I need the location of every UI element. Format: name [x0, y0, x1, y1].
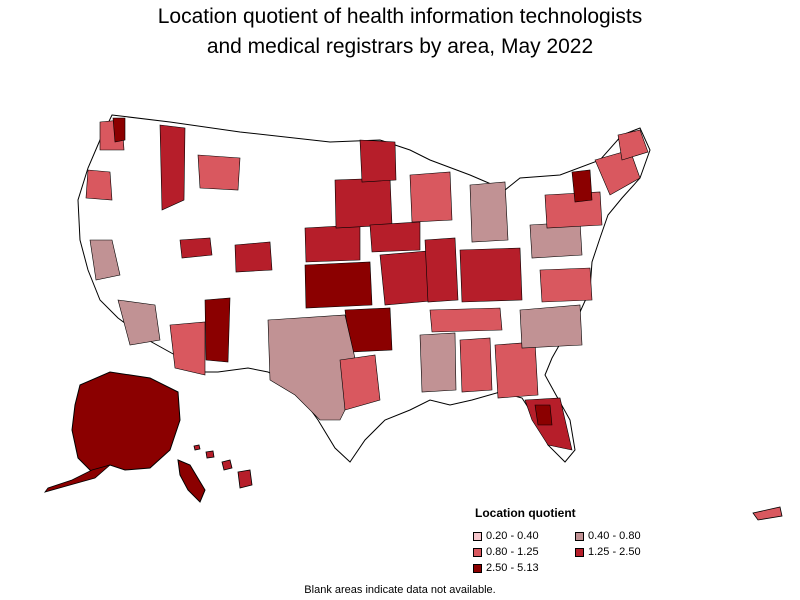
- region-vermont: [571, 169, 593, 203]
- region-idaho-north: [159, 124, 186, 211]
- region-nebraska: [304, 224, 361, 263]
- region-alabama: [459, 337, 493, 393]
- region-georgia: [494, 341, 539, 399]
- map-title-line-1: Location quotient of health information …: [157, 5, 643, 28]
- region-carolinas: [519, 304, 583, 349]
- region-minnesota: [359, 139, 397, 183]
- region-iowa: [369, 221, 421, 253]
- region-wisconsin: [409, 171, 453, 223]
- region-tennessee: [429, 307, 503, 333]
- legend-label: 0.40 - 0.80: [588, 530, 641, 542]
- region-mississippi: [419, 332, 457, 393]
- region-illinois: [424, 237, 459, 303]
- region-dakotas: [334, 177, 393, 229]
- legend-item-0-20-0-40: 0.20 - 0.40: [473, 530, 539, 542]
- legend-title: Location quotient: [475, 506, 576, 520]
- legend-item-0-40-0-80: 0.40 - 0.80: [575, 530, 641, 542]
- region-texas-east: [339, 354, 381, 411]
- region-maine-north: [617, 129, 649, 161]
- footnote: Blank areas indicate data not available.: [304, 584, 496, 596]
- alaska-peninsula: [43, 464, 111, 493]
- region-western-washington: [112, 117, 126, 143]
- legend-label: 0.80 - 1.25: [486, 546, 539, 558]
- region-california-north: [89, 239, 121, 281]
- region-texas: [267, 314, 361, 421]
- alaska: [71, 371, 181, 473]
- legend-swatch: [473, 531, 482, 541]
- region-utah-north: [179, 237, 213, 259]
- region-new-york: [544, 191, 603, 229]
- region-ohio-valley: [459, 247, 523, 303]
- legend-label: 1.25 - 2.50: [588, 546, 641, 558]
- region-kansas: [304, 261, 373, 309]
- legend-swatch: [575, 531, 584, 541]
- region-florida-west: [534, 404, 553, 426]
- legend-swatch: [575, 547, 584, 557]
- region-montana-west: [197, 154, 241, 191]
- region-oregon-coast: [85, 169, 113, 201]
- region-virginia: [539, 267, 593, 303]
- region-new-england: [594, 149, 641, 196]
- region-michigan: [469, 181, 509, 243]
- map-title-line-2: and medical registrars by area, May 2022: [206, 35, 594, 58]
- region-california-south: [117, 299, 161, 346]
- legend-label: 2.50 - 5.13: [486, 562, 539, 574]
- alaska-panhandle: [177, 459, 206, 503]
- legend-item-0-80-1-25: 0.80 - 1.25: [473, 546, 539, 558]
- legend-swatch: [473, 563, 482, 573]
- legend-item-2-50-5-13: 2.50 - 5.13: [473, 562, 539, 574]
- legend-swatch: [473, 547, 482, 557]
- legend-item-1-25-2-50: 1.25 - 2.50: [575, 546, 641, 558]
- region-arizona: [169, 321, 206, 376]
- map-title: Location quotient of health information …: [0, 2, 800, 62]
- puerto-rico: [752, 506, 783, 521]
- legend-label: 0.20 - 0.40: [486, 530, 539, 542]
- region-fills: [85, 117, 649, 451]
- region-new-mexico: [204, 297, 231, 363]
- region-colorado: [234, 241, 273, 273]
- hawaii: [193, 444, 253, 489]
